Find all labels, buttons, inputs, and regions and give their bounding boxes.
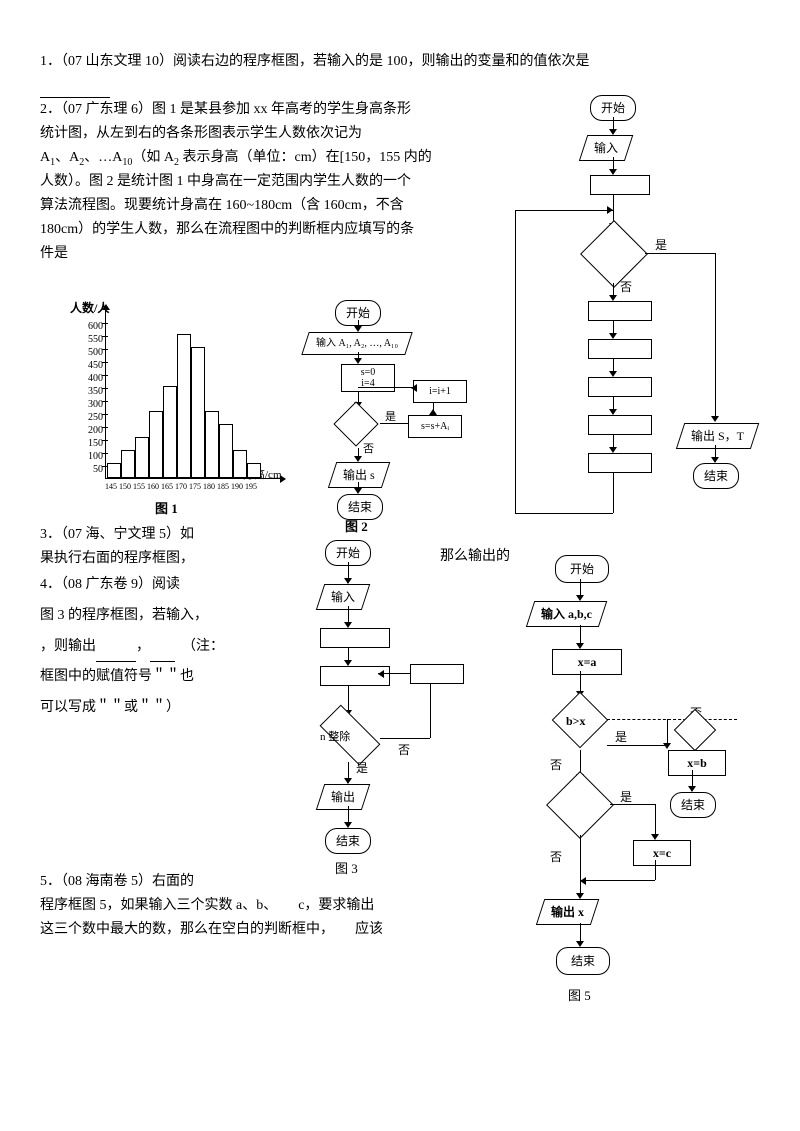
fc5-d2-blank bbox=[546, 771, 614, 839]
fc-r-box2 bbox=[588, 301, 652, 321]
fc-r-diamond bbox=[580, 220, 648, 288]
fc3-box3 bbox=[410, 664, 464, 684]
fc-r-box5 bbox=[588, 415, 652, 435]
fc3-input: 输入 bbox=[331, 587, 355, 607]
q2-text: 2．（07 广东理 6）图 1 是某县参加 xx 年高考的学生身高条形 统计图，… bbox=[40, 98, 455, 266]
fc-r-box4 bbox=[588, 377, 652, 397]
fc3-end: 结束 bbox=[325, 828, 371, 854]
q4-text: 4．（08 广东卷 9）阅读 图 3 的程序框图，若输入， ，则输出， （注： … bbox=[40, 570, 250, 724]
fc-r-box6 bbox=[588, 453, 652, 473]
fc5-input: 输入 a,b,c bbox=[541, 604, 592, 624]
fc-r-box1 bbox=[590, 175, 650, 195]
q5-text: 5．（08 海南卷 5）右面的 程序框图 5，如果输入三个实数 a、b、 c，要… bbox=[40, 870, 440, 941]
fc3-output: 输出 bbox=[331, 787, 355, 807]
q1-text: 1．（07 山东文理 10）阅读右边的程序框图，若输入的是 100，则输出的变量… bbox=[40, 50, 760, 98]
fc2-input: 输入 A₁, A₂, …, A₁₀ bbox=[316, 335, 398, 352]
fc5-output: 输出 x bbox=[551, 902, 584, 922]
fc5-p2: x=b bbox=[668, 750, 726, 776]
fc5-end: 结束 bbox=[556, 947, 610, 975]
fc2-inc: i=i+1 bbox=[413, 380, 467, 403]
fc2-acc: s=s+Aᵢ bbox=[408, 415, 462, 438]
q1-blank1 bbox=[40, 83, 110, 98]
fc3-box1 bbox=[320, 628, 390, 648]
flowchart-2: 开始 输入 A₁, A₂, …, A₁₀ s=0i=4 是 s=s+Aᵢ i=i… bbox=[295, 300, 485, 520]
fc-r-output: 输出 S，T bbox=[691, 426, 744, 446]
flowchart-3: 开始 输入 n 整除 否 是 输出 结束 图 3 bbox=[270, 540, 470, 900]
barchart: 人数/人 身高/cm 600 550 500 450 400 350 300 2… bbox=[75, 308, 285, 508]
fc5-p3: x=c bbox=[633, 840, 691, 866]
fc5-d-small bbox=[674, 709, 716, 751]
flowchart-right: 开始 输入 是 输出 S，T 结束 否 bbox=[510, 95, 780, 595]
q1-content: 1．（07 山东文理 10）阅读右边的程序框图，若输入的是 100，则输出的变量… bbox=[40, 54, 590, 69]
fc5-start: 开始 bbox=[555, 555, 609, 583]
fc-r-end: 结束 bbox=[693, 463, 739, 489]
q3-text: 3．（07 海、宁文理 5）如 果执行右面的程序框图， bbox=[40, 523, 240, 571]
fc5-end2: 结束 bbox=[670, 792, 716, 818]
page: 1．（07 山东文理 10）阅读右边的程序框图，若输入的是 100，则输出的变量… bbox=[40, 50, 760, 1081]
fc-r-box3 bbox=[588, 339, 652, 359]
fc-r-input: 输入 bbox=[594, 138, 618, 158]
flowchart-5: 开始 输入 a,b,c x=a b>x 否 是 x=b 结束 否 是 x=c bbox=[480, 555, 780, 1065]
fc5-p1: x=a bbox=[552, 649, 622, 675]
